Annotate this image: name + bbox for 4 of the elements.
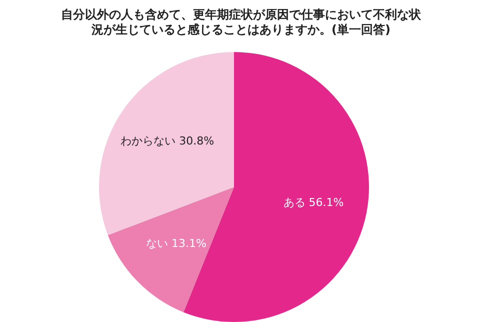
slice-label: ある 56.1%: [283, 196, 344, 209]
slice-label: ない 13.1%: [146, 237, 206, 250]
chart-title: 自分以外の人も含めて、更年期症状が原因で仕事において不利な状況が生じていると感じることはありますか。(単一回答): [61, 8, 422, 36]
slice-label: わからない 30.8%: [120, 134, 214, 148]
